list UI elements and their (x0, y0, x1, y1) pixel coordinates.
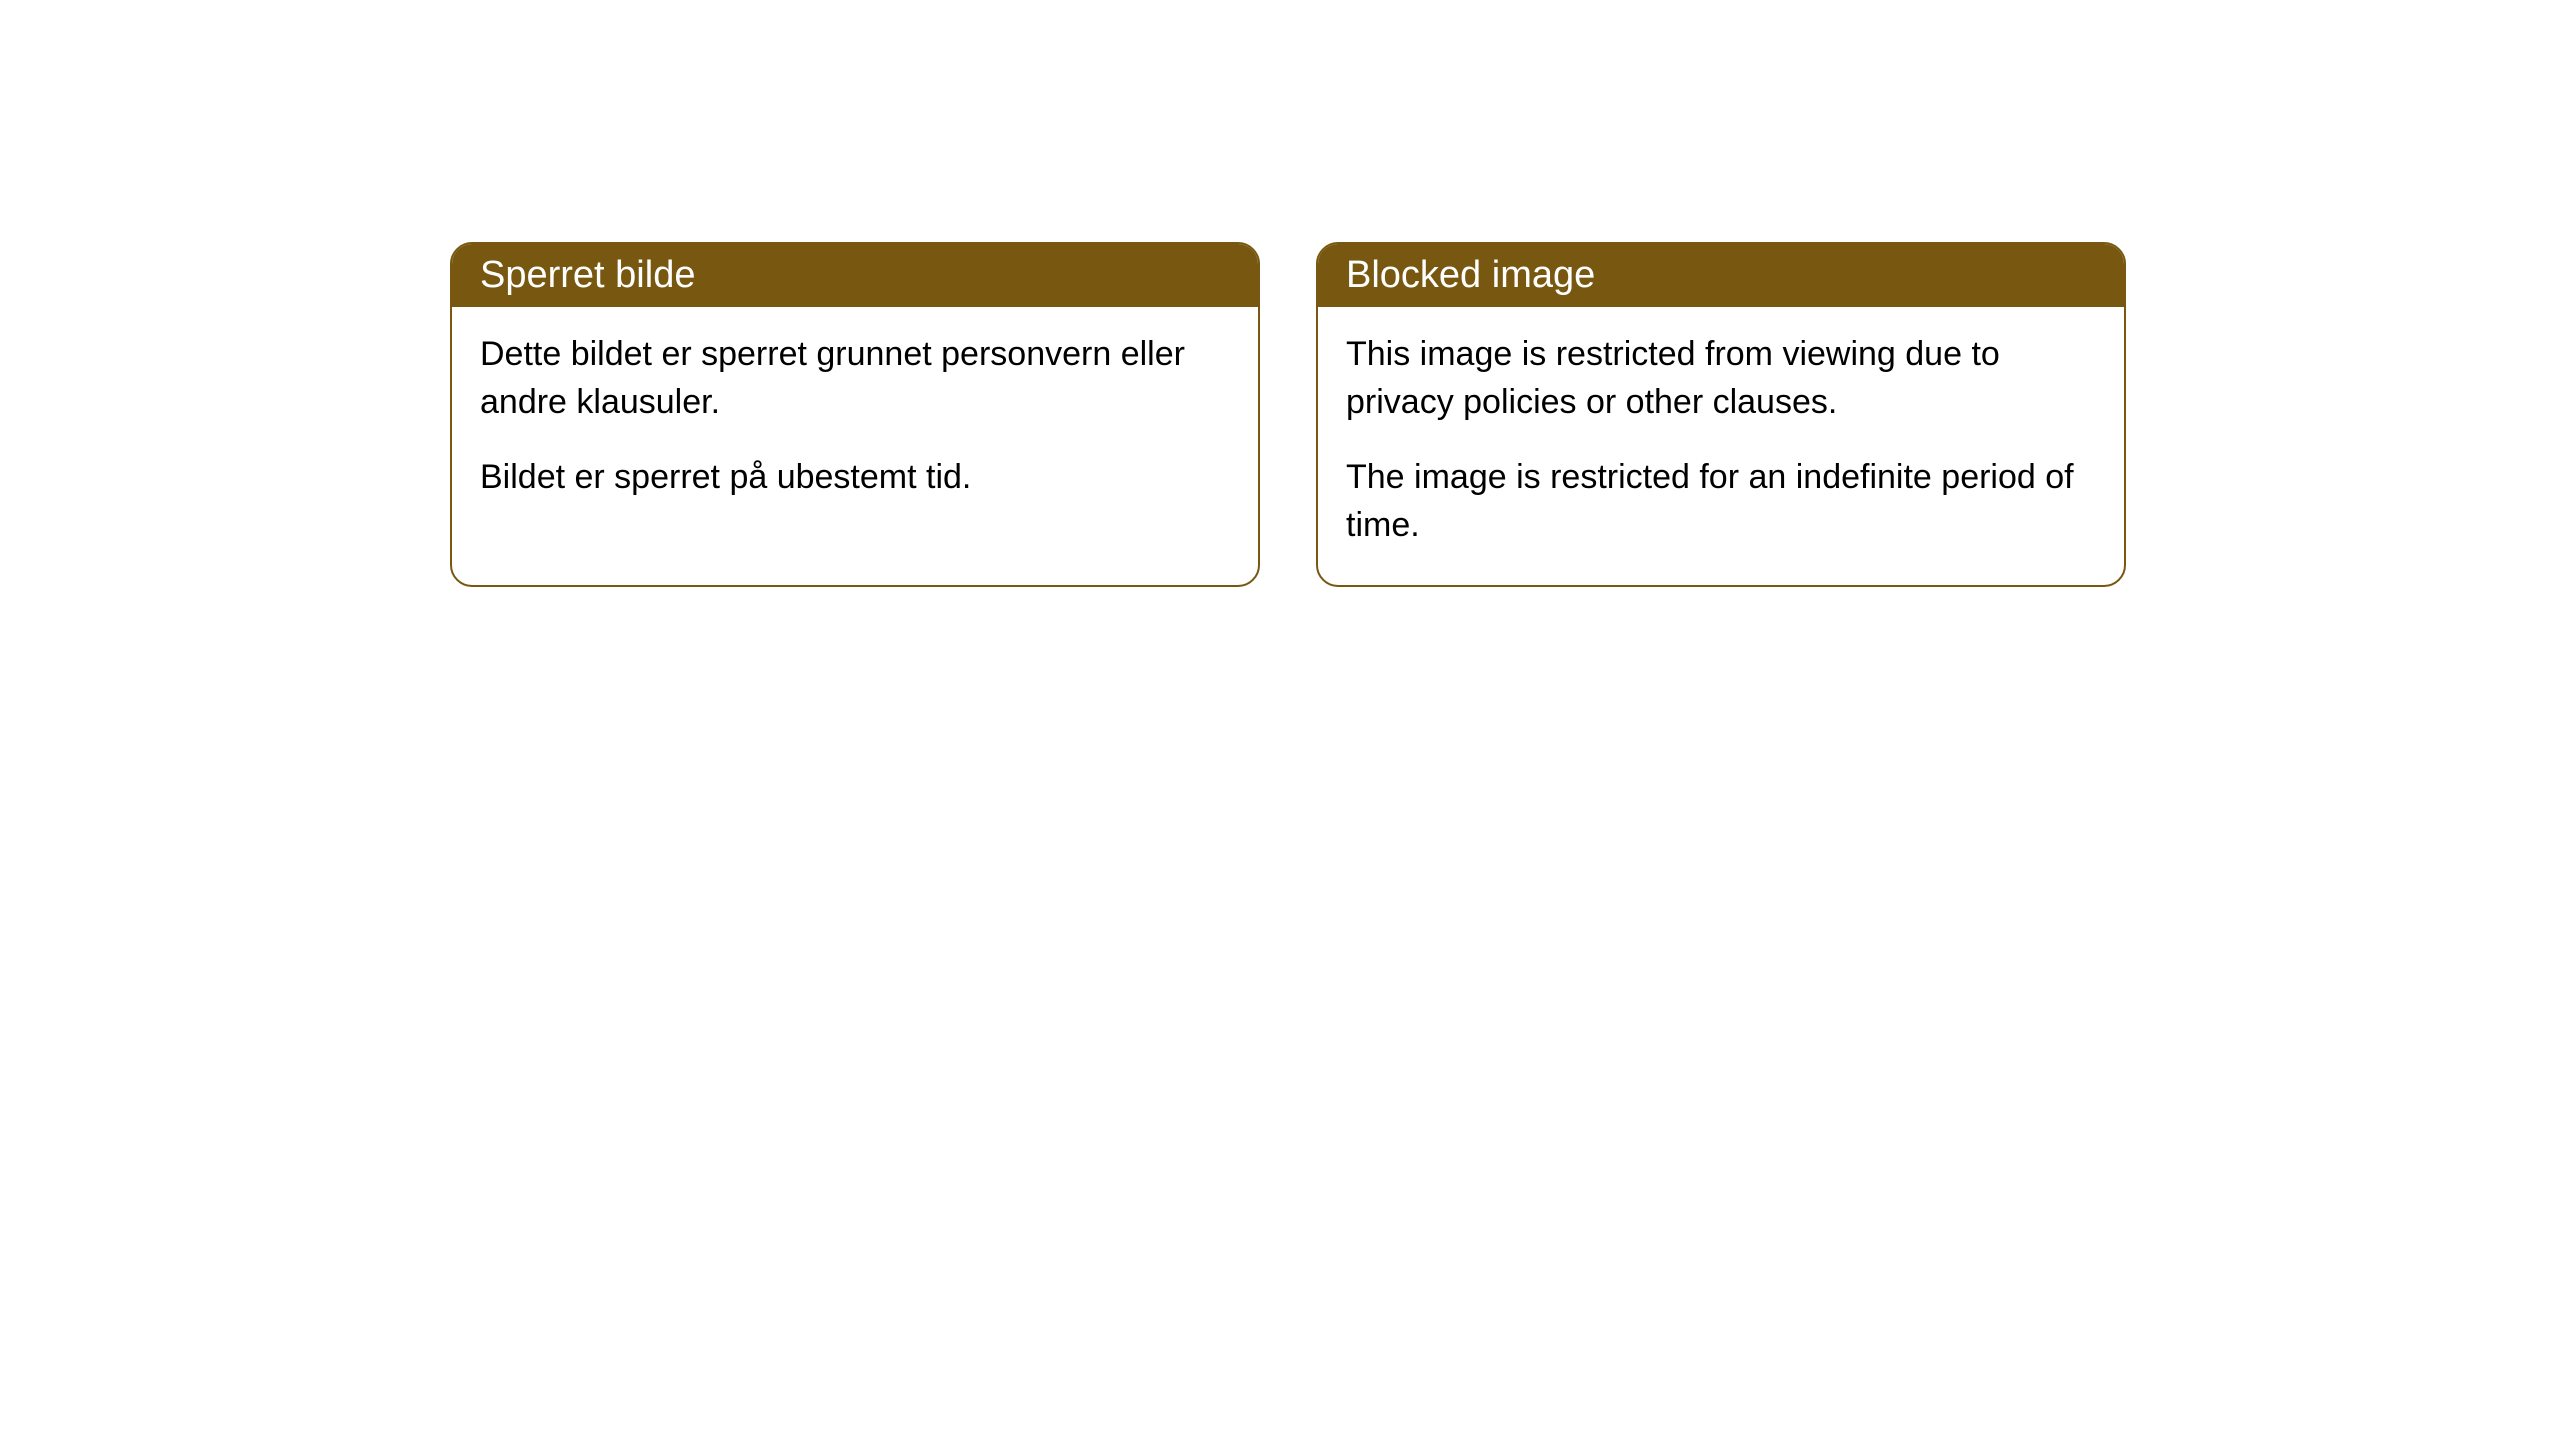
card-body-english: This image is restricted from viewing du… (1318, 307, 2124, 585)
card-header-english: Blocked image (1318, 244, 2124, 307)
card-norwegian: Sperret bilde Dette bildet er sperret gr… (450, 242, 1260, 587)
card-title: Sperret bilde (480, 254, 695, 296)
card-paragraph-1: This image is restricted from viewing du… (1346, 331, 2096, 426)
card-paragraph-1: Dette bildet er sperret grunnet personve… (480, 331, 1230, 426)
card-paragraph-2: Bildet er sperret på ubestemt tid. (480, 454, 1230, 502)
cards-container: Sperret bilde Dette bildet er sperret gr… (450, 242, 2126, 587)
card-body-norwegian: Dette bildet er sperret grunnet personve… (452, 307, 1258, 538)
card-paragraph-2: The image is restricted for an indefinit… (1346, 454, 2096, 549)
card-title: Blocked image (1346, 254, 1595, 296)
card-english: Blocked image This image is restricted f… (1316, 242, 2126, 587)
card-header-norwegian: Sperret bilde (452, 244, 1258, 307)
